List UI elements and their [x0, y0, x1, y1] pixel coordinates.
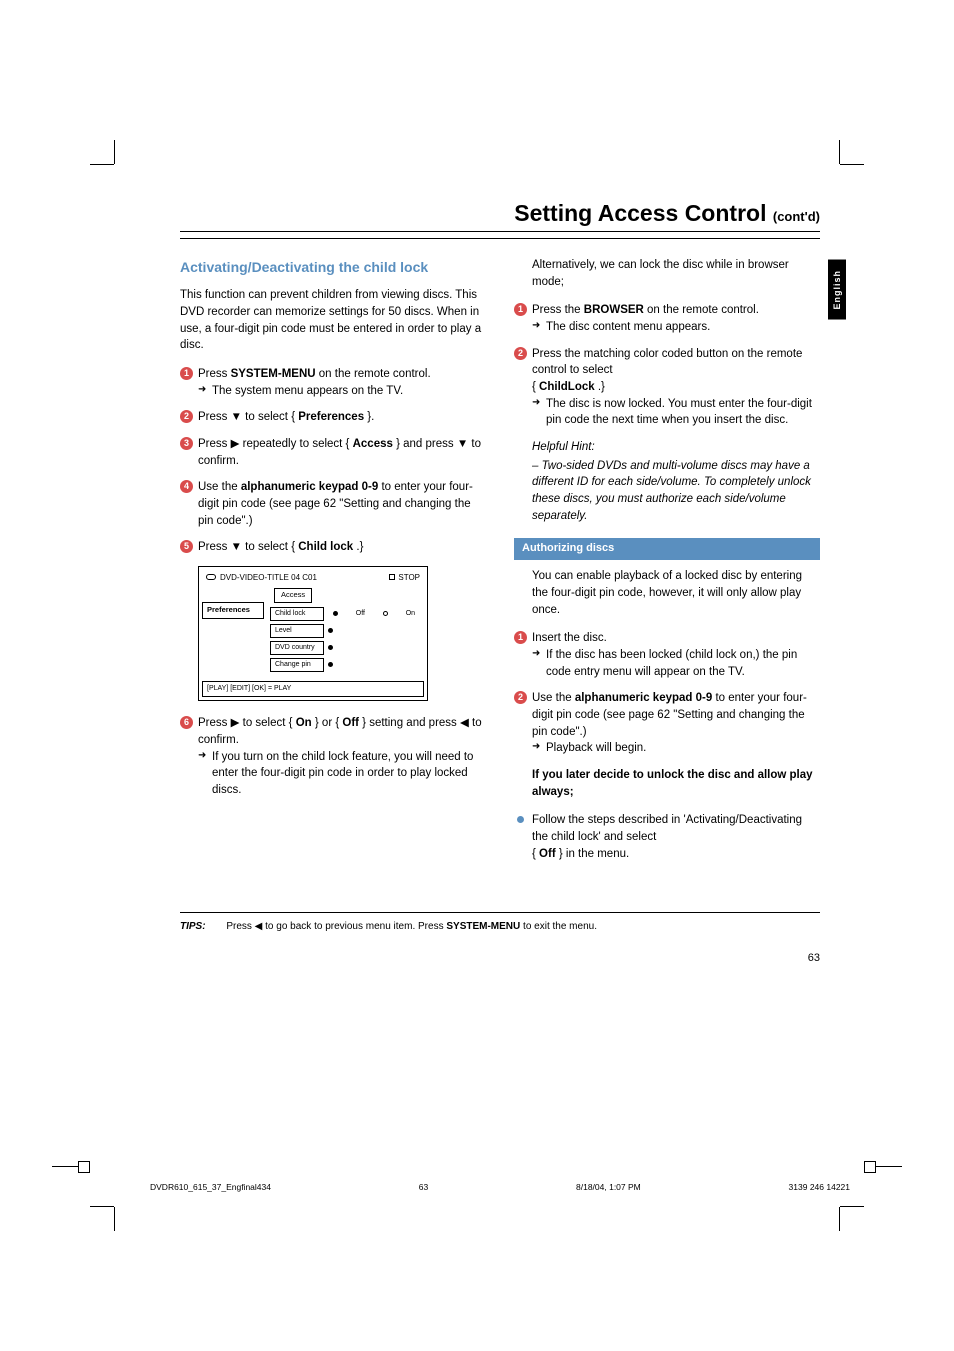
section-heading: Activating/Deactivating the child lock	[180, 257, 486, 277]
page-content: Setting Access Control (cont'd) Activati…	[180, 200, 820, 964]
foot-filename: DVDR610_615_37_Engfinal434	[150, 1182, 271, 1192]
hint-heading: Helpful Hint:	[532, 439, 820, 456]
step-r1: 1 Press the BROWSER on the remote contro…	[514, 302, 820, 335]
right-column: Alternatively, we can lock the disc whil…	[514, 257, 820, 872]
hint-block: Helpful Hint: – Two-sided DVDs and multi…	[514, 439, 820, 524]
rule	[180, 231, 820, 232]
result-line: The disc is now locked. You must enter t…	[532, 396, 820, 429]
language-tab: English	[828, 260, 846, 320]
radio-icon	[383, 611, 388, 616]
step-badge: 3	[180, 437, 193, 450]
alt-intro: Alternatively, we can lock the disc whil…	[514, 257, 820, 290]
foot-timestamp: 8/18/04, 1:07 PM	[576, 1182, 641, 1192]
osd-diagram: DVD-VIDEO-TITLE 04 C01 STOP Preferences …	[198, 566, 428, 701]
hint-body: – Two-sided DVDs and multi-volume discs …	[532, 458, 820, 525]
bullet-step: Follow the steps described in 'Activatin…	[514, 812, 820, 862]
step-a1: 1 Insert the disc. If the disc has been …	[514, 630, 820, 680]
osd-footer: [PLAY] [EDIT] [OK] = PLAY	[202, 681, 424, 697]
unlock-heading: If you later decide to unlock the disc a…	[514, 767, 820, 800]
step-badge: 1	[180, 367, 193, 380]
tips-bar: TIPS: Press ◀ to go back to previous men…	[180, 912, 820, 932]
step-badge: 1	[514, 303, 527, 316]
rule	[180, 238, 820, 239]
title-cont: (cont'd)	[773, 209, 820, 224]
foot-partno: 3139 246 14221	[789, 1182, 850, 1192]
crop-mark	[90, 1201, 120, 1231]
intro-text: This function can prevent children from …	[180, 287, 486, 354]
step-r2: 2 Press the matching color coded button …	[514, 346, 820, 429]
step-5: 5 Press ▼ to select { Child lock .}	[180, 539, 486, 556]
crop-mark	[90, 140, 120, 170]
step-1: 1 Press SYSTEM-MENU on the remote contro…	[180, 366, 486, 399]
step-a2: 2 Use the alphanumeric keypad 0-9 to ent…	[514, 690, 820, 757]
step-6: 6 Press ▶ to select { On } or { Off } se…	[180, 715, 486, 798]
step-badge: 2	[514, 691, 527, 704]
step-3: 3 Press ▶ repeatedly to select { Access …	[180, 436, 486, 469]
result-line: If the disc has been locked (child lock …	[532, 647, 820, 680]
auth-intro: You can enable playback of a locked disc…	[514, 568, 820, 618]
osd-access: Access	[274, 588, 312, 603]
step-badge: 1	[514, 631, 527, 644]
disc-icon	[206, 574, 216, 580]
columns: Activating/Deactivating the child lock T…	[180, 257, 820, 872]
result-line: The disc content menu appears.	[532, 319, 820, 336]
stop-icon	[389, 574, 395, 580]
left-column: Activating/Deactivating the child lock T…	[180, 257, 486, 872]
footer-meta: DVDR610_615_37_Engfinal434 63 8/18/04, 1…	[150, 1182, 850, 1192]
step-4: 4 Use the alphanumeric keypad 0-9 to ent…	[180, 479, 486, 529]
page-number: 63	[180, 952, 820, 964]
tips-label: TIPS:	[180, 921, 206, 932]
crop-mark	[834, 1201, 864, 1231]
result-line: Playback will begin.	[532, 740, 820, 757]
crop-mark	[834, 140, 864, 170]
registration-mark	[52, 1158, 88, 1176]
page-title: Setting Access Control (cont'd)	[180, 200, 820, 227]
step-badge: 4	[180, 480, 193, 493]
registration-mark	[866, 1158, 902, 1176]
blue-section-bar: Authorizing discs	[514, 538, 820, 560]
foot-page: 63	[419, 1182, 428, 1192]
title-main: Setting Access Control	[514, 200, 766, 226]
step-badge: 5	[180, 540, 193, 553]
step-badge: 2	[180, 410, 193, 423]
result-line: The system menu appears on the TV.	[198, 383, 486, 400]
step-badge: 6	[180, 716, 193, 729]
step-2: 2 Press ▼ to select { Preferences }.	[180, 409, 486, 426]
radio-icon	[333, 611, 338, 616]
step-badge: 2	[514, 347, 527, 360]
osd-pref: Preferences	[202, 602, 264, 619]
bullet-icon	[517, 816, 524, 823]
result-line: If you turn on the child lock feature, y…	[198, 749, 486, 799]
